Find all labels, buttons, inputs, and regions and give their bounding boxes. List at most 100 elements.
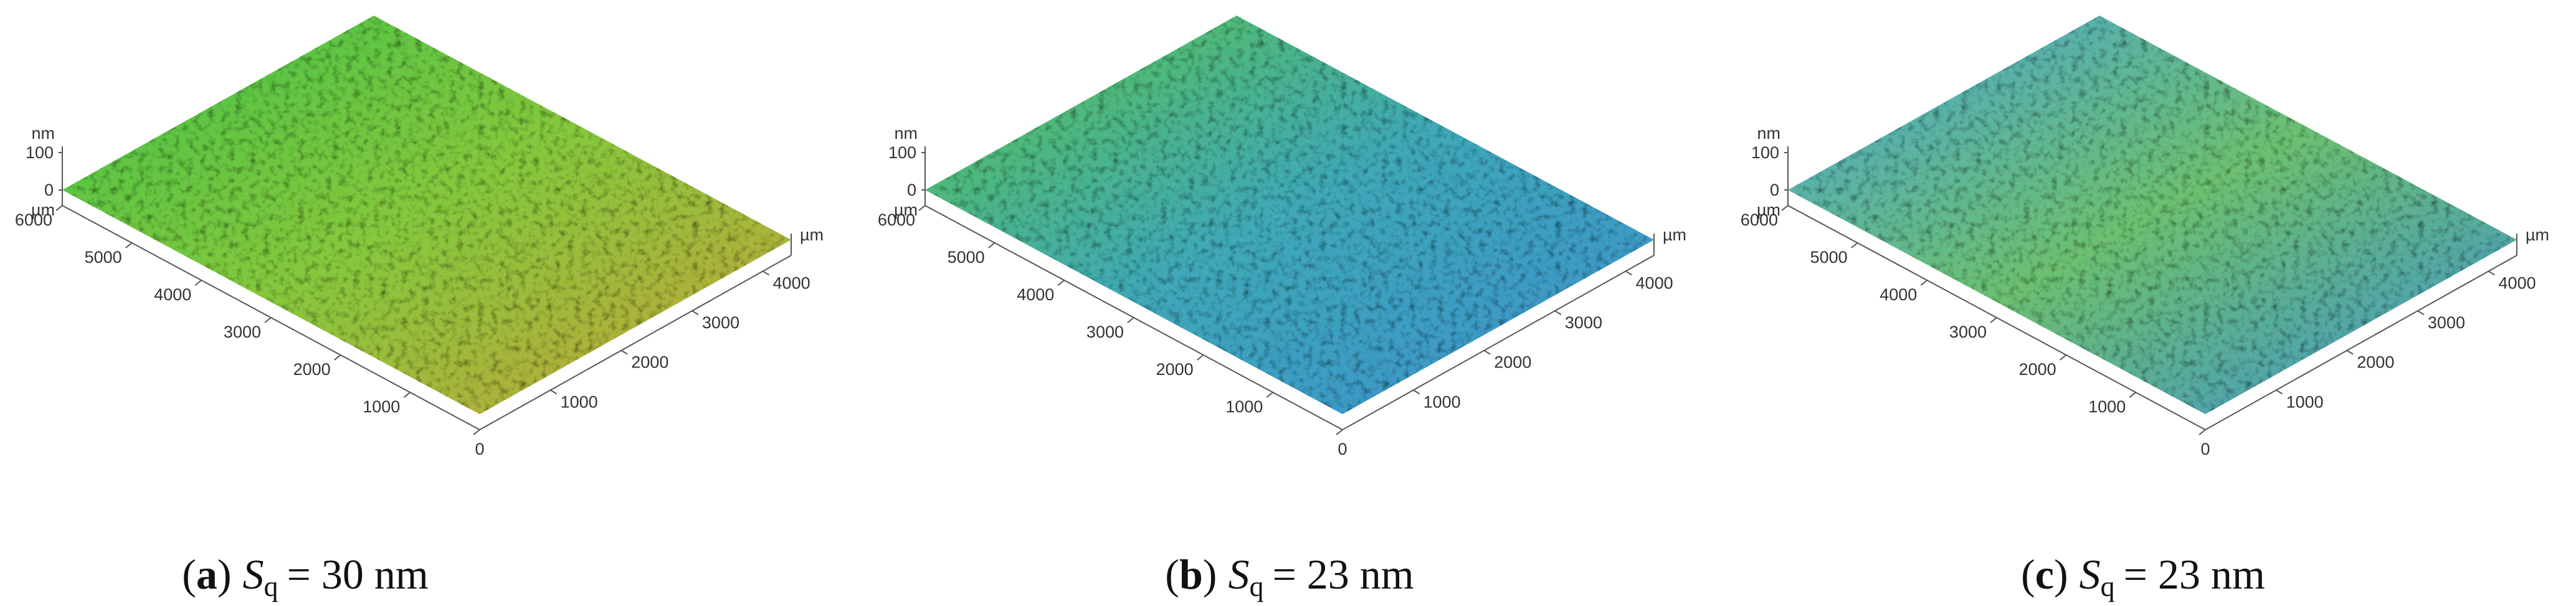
x-tick [2417,310,2425,315]
z-tick-label: 100 [26,143,54,162]
y-tick-label: 6000 [878,211,915,229]
y-tick [918,205,926,211]
y-tick [1920,280,1927,286]
caption-subscript: q [1249,570,1263,602]
z-unit: nm [894,124,918,143]
x-tick [550,389,558,395]
x-tick-label: 1000 [1423,392,1461,411]
x-axis [1342,255,1655,430]
y-tick-label: 6000 [15,211,52,229]
x-tick-label: 4000 [2499,273,2536,292]
y-tick [264,317,272,323]
caption-symbol: S [243,551,264,598]
caption: (a) Sq = 30 nm [182,551,429,602]
x-tick [1625,270,1633,276]
y-tick-label: 0 [475,440,484,458]
y-tick [2198,429,2206,435]
x-tick [620,349,628,355]
y-tick-label: 1000 [2088,397,2126,416]
caption-text: = 23 nm [1272,551,1414,598]
y-tick-label: 6000 [1741,211,1778,229]
y-tick-label: 3000 [1949,323,1987,341]
x-tick-label: 3000 [2428,313,2465,332]
x-axis [2205,255,2517,430]
z-unit: nm [1757,124,1780,143]
y-tick-label: 3000 [1086,323,1124,341]
x-tick-label: 2000 [1494,353,1531,372]
caption-open: ( [182,551,196,598]
z-tick-label: 100 [888,143,916,162]
x-tick-label: 2000 [631,353,668,372]
y-tick-label: 2000 [1156,360,1194,379]
y-tick [1266,392,1273,398]
y-tick [1057,280,1065,286]
z-tick-label: 0 [1770,181,1779,199]
x-tick-label: 2000 [2357,353,2394,372]
caption-label: a [196,551,217,598]
x-tick [1483,349,1491,355]
x-tick-label: 4000 [1636,273,1673,292]
z-tick-label: 100 [1751,143,1779,162]
panel: nm1000µm60005000400030002000100001000200… [15,16,824,458]
caption-label: b [1179,551,1203,598]
caption-subscript: q [264,570,278,602]
xy-unit: µm [1757,201,1780,219]
y-tick-label: 1000 [1225,397,1263,416]
y-tick-label: 1000 [363,397,400,416]
y-tick-label: 0 [2200,440,2210,458]
y-tick [988,242,996,249]
caption-symbol: S [2079,551,2101,598]
z-unit: nm [31,124,55,143]
y-tick-label: 2000 [2019,360,2056,379]
x-tick [1554,310,1562,315]
x-unit: µm [1663,225,1686,244]
caption-label: c [2035,551,2054,598]
caption-close: ) [1203,551,1217,598]
x-tick [2488,270,2496,276]
xy-unit: µm [894,201,918,219]
y-tick-label: 5000 [85,248,122,267]
surface [62,16,791,414]
y-tick [125,242,133,249]
surface [1788,16,2517,414]
x-tick [692,310,699,315]
y-tick [1851,242,1858,249]
caption-text: = 30 nm [287,551,429,598]
caption: (b) Sq = 23 nm [1165,551,1414,602]
y-tick [1127,317,1134,323]
y-tick [403,392,411,398]
y-tick [1197,354,1204,361]
y-tick-label: 3000 [224,323,261,341]
caption-close: ) [2054,551,2068,598]
panel: nm1000µm60005000400030002000100001000200… [878,16,1686,458]
y-tick [473,429,480,435]
x-tick-label: 1000 [561,392,598,411]
y-tick-label: 5000 [948,248,985,267]
x-tick-label: 3000 [702,313,739,332]
y-tick [1336,429,1343,435]
x-axis [479,255,792,430]
caption-close: ) [217,551,232,598]
x-tick-label: 3000 [1565,313,1602,332]
y-tick [1781,205,1789,211]
y-tick-label: 4000 [154,285,191,304]
x-tick [2276,389,2283,395]
panel: nm1000µm60005000400030002000100001000200… [1741,16,2549,458]
y-tick [2129,392,2136,398]
y-tick-label: 4000 [1017,285,1054,304]
surface [925,16,1654,414]
x-tick [2346,349,2354,355]
y-tick [194,280,202,286]
y-tick-label: 2000 [293,360,331,379]
z-tick-label: 0 [907,181,916,199]
y-tick [1990,317,1997,323]
caption-symbol: S [1228,551,1249,598]
xy-unit: µm [31,201,55,219]
caption-open: ( [2021,551,2035,598]
caption-open: ( [1165,551,1179,598]
x-unit: µm [2526,225,2549,244]
x-tick-label: 4000 [773,273,810,292]
y-tick [2060,354,2067,361]
x-tick [763,270,770,276]
